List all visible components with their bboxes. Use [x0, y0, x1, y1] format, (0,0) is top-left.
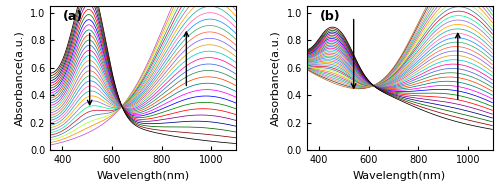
- X-axis label: Wavelength(nm): Wavelength(nm): [96, 171, 190, 181]
- Y-axis label: Absorbance(a.u.): Absorbance(a.u.): [271, 30, 281, 126]
- Y-axis label: Absorbance(a.u.): Absorbance(a.u.): [14, 30, 24, 126]
- Text: (b): (b): [320, 10, 340, 23]
- X-axis label: Wavelength(nm): Wavelength(nm): [353, 171, 446, 181]
- Text: (a): (a): [63, 10, 84, 23]
